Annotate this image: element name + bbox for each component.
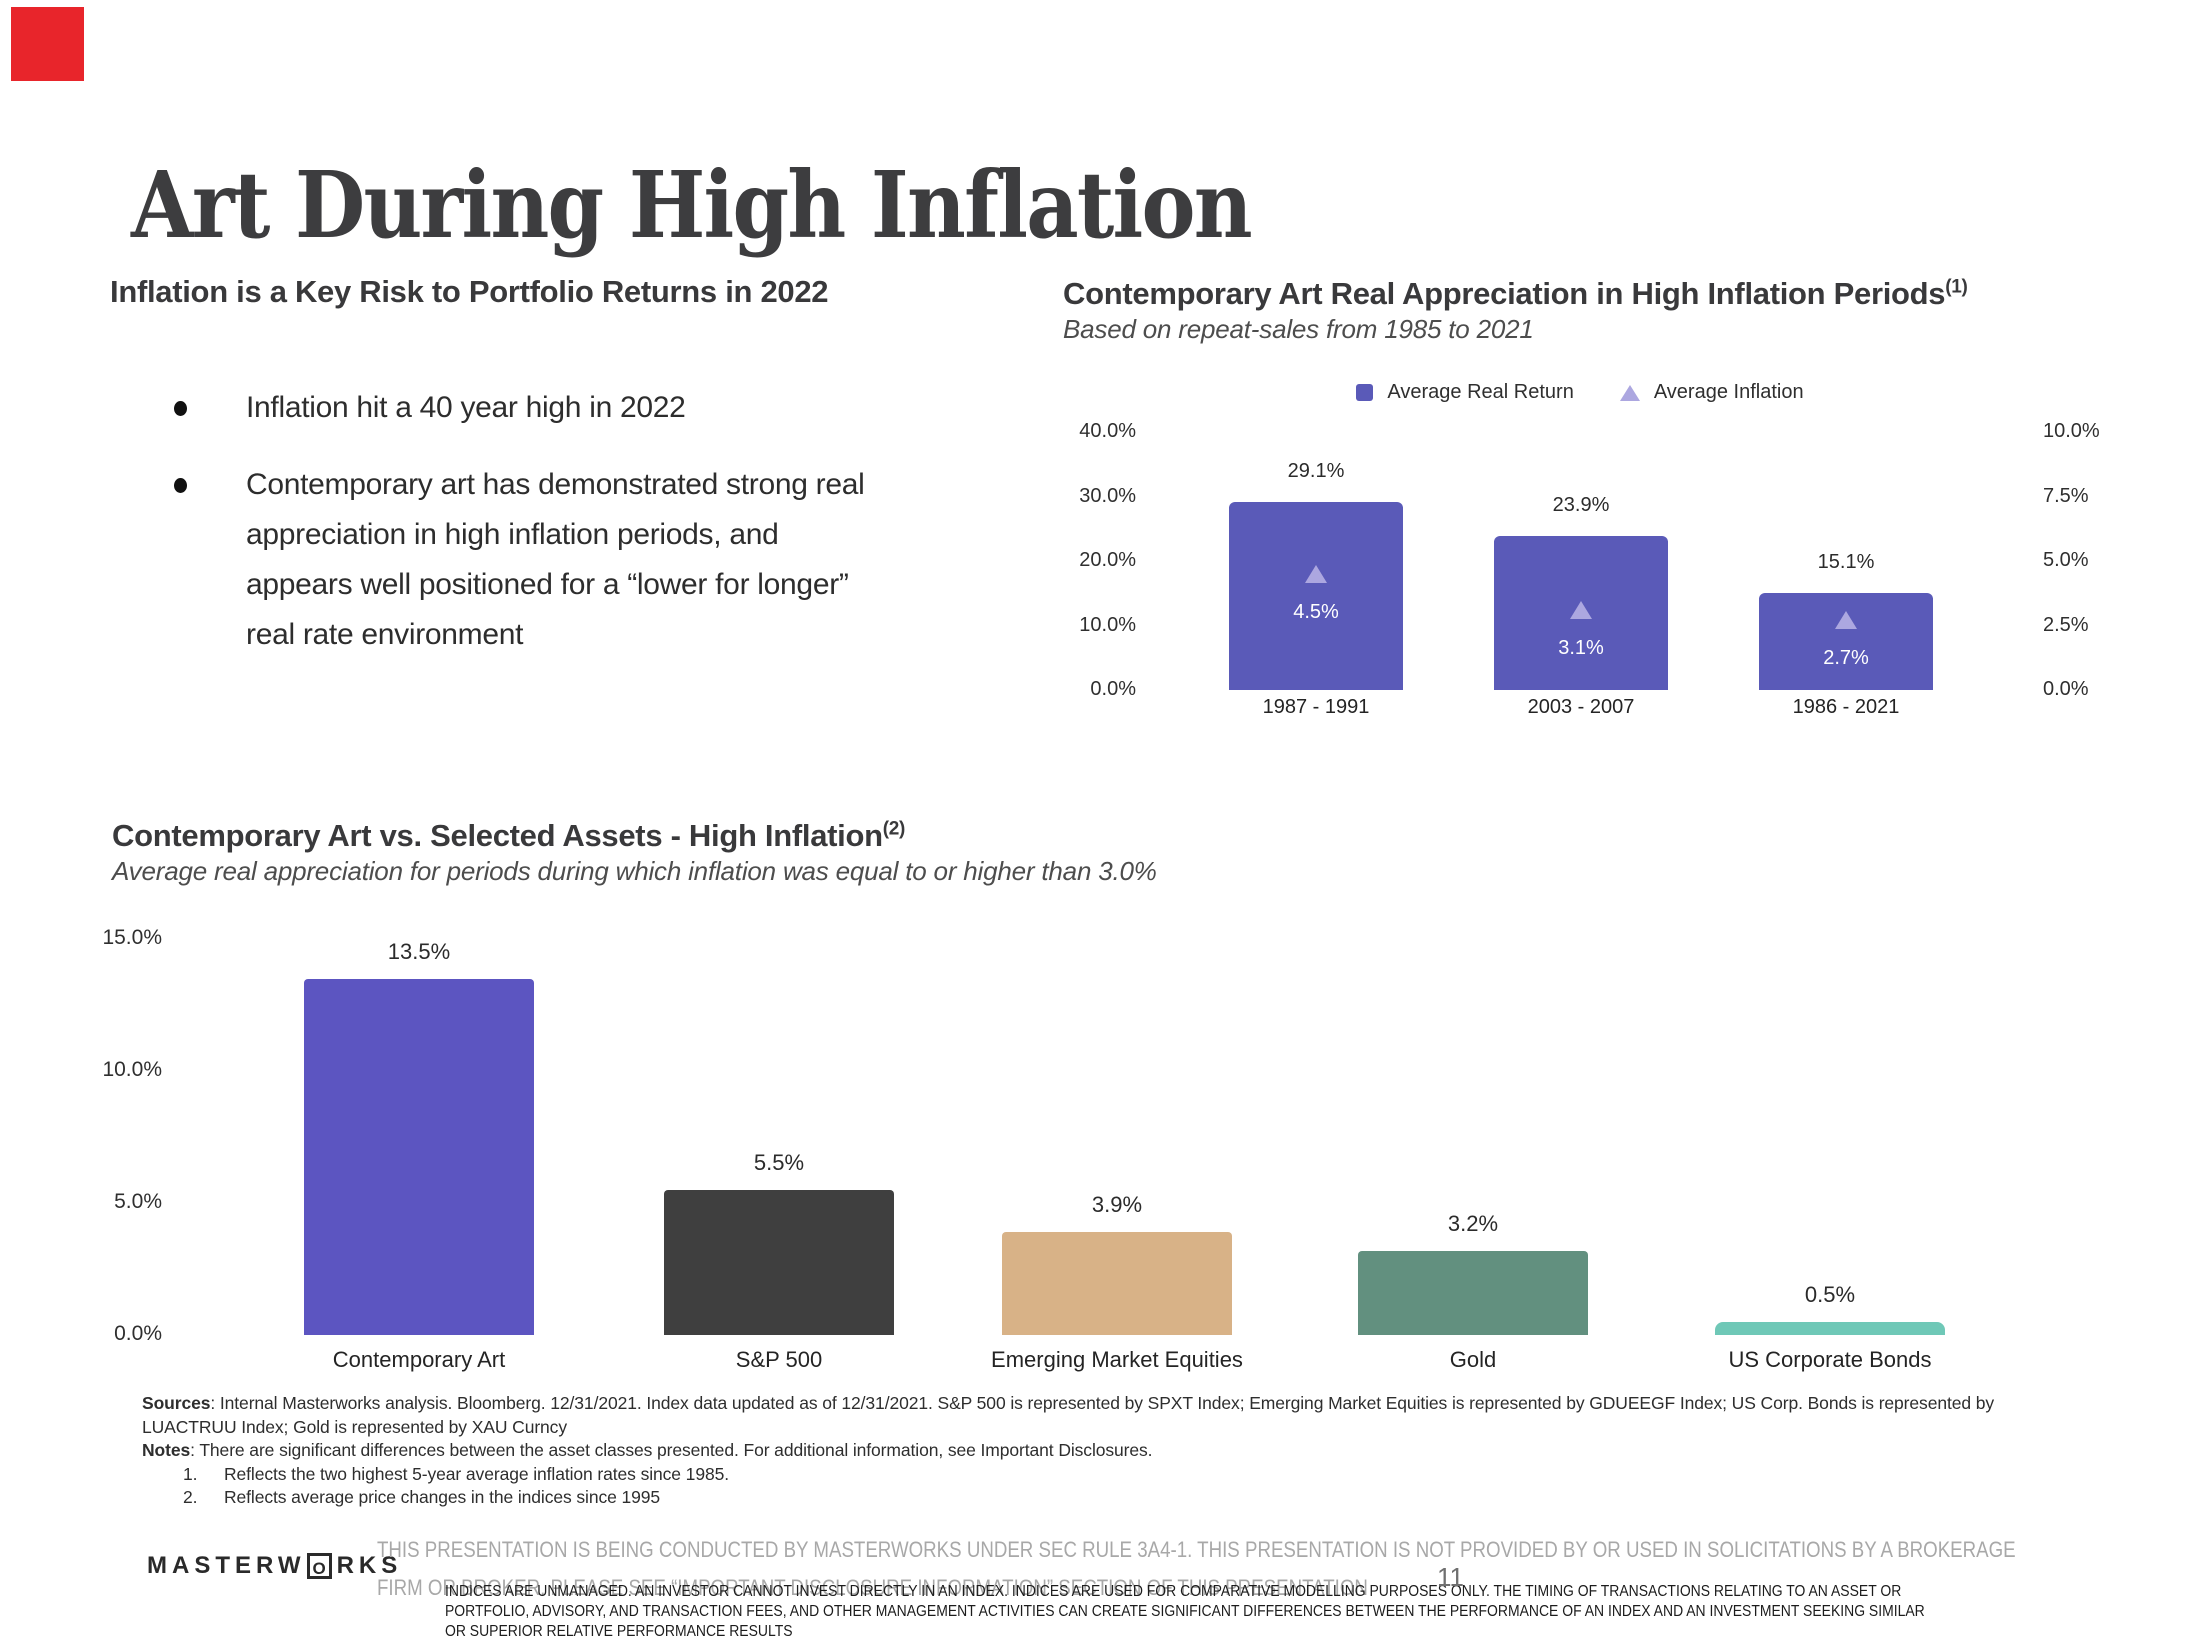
left-axis-tick: 0.0% <box>1090 678 1136 700</box>
page-number: 11 <box>1437 1562 1464 1592</box>
bar-value-label: 29.1% <box>1287 460 1345 483</box>
logo-text-left: MASTERW <box>147 1552 306 1579</box>
right-axis-tick: 5.0% <box>2043 549 2089 571</box>
chart-legend: Average Real Return Average Inflation <box>1230 381 1930 404</box>
inflation-value-label: 3.1% <box>1558 637 1604 660</box>
inflation-chart-subtitle: Based on repeat-sales from 1985 to 2021 <box>1063 314 1534 344</box>
y-axis-tick: 15.0% <box>102 926 162 949</box>
bullet-text-line: real rate environment <box>246 618 524 651</box>
bar-value-label: 3.9% <box>1091 1192 1143 1218</box>
legend-square-icon <box>1356 384 1374 401</box>
x-axis-label: Contemporary Art <box>332 1347 506 1372</box>
note-number: 2. <box>183 1487 198 1507</box>
index-fine-print: INDICES ARE UNMANAGED. AN INVESTOR CANNO… <box>445 1582 1925 1642</box>
fine-print-line-2: PORTFOLIO, ADVISORY, AND TRANSACTION FEE… <box>445 1603 1925 1620</box>
inflation-triangle-marker <box>1570 601 1592 620</box>
note-text: Reflects the two highest 5-year average … <box>224 1463 729 1484</box>
sec-disclaimer-line-2: FIRM OR BROKER. PLEASE SEE “IMPORTANT DI… <box>377 1575 1368 1600</box>
fine-print-line-1: INDICES ARE UNMANAGED. AN INVESTOR CANNO… <box>445 1583 1902 1600</box>
x-axis-label: Emerging Market Equities <box>991 1347 1243 1372</box>
x-axis-label: S&P 500 <box>735 1347 823 1372</box>
bar-emerging-market-equities <box>1002 1232 1232 1335</box>
bar-value-label: 15.1% <box>1817 550 1875 573</box>
bar-value-label: 23.9% <box>1552 493 1610 516</box>
bullet-text-line: Contemporary art has demonstrated strong… <box>246 468 865 501</box>
inflation-chart-title: Contemporary Art Real Appreciation in Hi… <box>1063 276 1968 312</box>
bar-contemporary-art <box>304 978 534 1335</box>
fine-print-line-3: OR SUPERIOR RELATIVE PERFORMANCE RESULTS <box>445 1623 793 1640</box>
right-axis-tick: 10.0% <box>2043 420 2100 442</box>
x-axis-label: US Corporate Bonds <box>1728 1347 1932 1372</box>
bar-value-label: 5.5% <box>753 1149 805 1175</box>
inflation-value-label: 2.7% <box>1823 647 1869 670</box>
left-axis-tick: 40.0% <box>1079 420 1136 442</box>
right-axis-tick: 2.5% <box>2043 613 2089 636</box>
sources-label: Sources <box>142 1393 211 1413</box>
sources-text: : Internal Masterworks analysis. Bloombe… <box>210 1393 1995 1413</box>
y-axis-tick: 5.0% <box>114 1190 162 1213</box>
bullet-text: Inflation hit a 40 year high in 2022 <box>246 391 686 424</box>
bar-value-label: 0.5% <box>1804 1281 1856 1307</box>
bullet-text-line: appears well positioned for a “lower for… <box>246 568 849 601</box>
sec-disclaimer: THIS PRESENTATION IS BEING CONDUCTED BY … <box>377 1531 2016 1607</box>
bar-s-p-500 <box>664 1189 894 1335</box>
notes-label: Notes <box>142 1440 191 1460</box>
bar-1987-1991 <box>1229 502 1403 690</box>
inflation-triangle-marker <box>1305 564 1327 583</box>
note-item-1: 1. Reflects the two highest 5-year avera… <box>142 1463 1994 1487</box>
y-axis-tick: 0.0% <box>114 1322 162 1345</box>
bar-value-label: 3.2% <box>1447 1210 1499 1236</box>
bar-1986-2021 <box>1759 592 1933 690</box>
notes-line: Notes: There are significant differences… <box>142 1439 1994 1463</box>
inflation-chart-title-superscript: (1) <box>1945 276 1968 298</box>
legend-triangle-icon <box>1619 384 1640 401</box>
note-number: 1. <box>183 1463 198 1484</box>
note-item-2: 2. Reflects average price changes in the… <box>142 1486 1994 1510</box>
inflation-triangle-marker <box>1835 611 1857 630</box>
right-axis-tick: 7.5% <box>2043 484 2089 507</box>
sources-line-1: Sources: Internal Masterworks analysis. … <box>142 1392 1994 1416</box>
bar-gold <box>1358 1250 1588 1335</box>
sources-notes-block: Sources: Internal Masterworks analysis. … <box>142 1392 1994 1510</box>
legend-label-inflation: Average Inflation <box>1653 381 1804 403</box>
x-axis-label: Gold <box>1449 1347 1497 1372</box>
note-text: Reflects average price changes in the in… <box>224 1487 661 1507</box>
bar-us-corporate-bonds <box>1715 1321 1945 1335</box>
bullet-dot-icon <box>174 478 187 493</box>
x-axis-label: 1987 - 1991 <box>1262 696 1370 718</box>
masterworks-logo: MASTERW O RKS <box>147 1552 402 1580</box>
logo-text-right: RKS <box>336 1552 403 1579</box>
left-section-heading: Inflation is a Key Risk to Portfolio Ret… <box>110 274 829 309</box>
left-axis-tick: 20.0% <box>1079 549 1136 571</box>
y-axis-tick: 10.0% <box>102 1058 162 1081</box>
notes-text: : There are significant differences betw… <box>190 1440 1153 1460</box>
bullet-text-line: appreciation in high inflation periods, … <box>246 518 779 551</box>
assets-chart-title: Contemporary Art vs. Selected Assets - H… <box>112 818 905 854</box>
red-corner-marker <box>11 7 84 81</box>
assets-chart-subtitle: Average real appreciation for periods du… <box>112 856 1157 886</box>
x-axis-label: 2003 - 2007 <box>1527 696 1635 718</box>
left-axis-tick: 30.0% <box>1079 484 1136 507</box>
bullet-item: Inflation hit a 40 year high in 2022 <box>174 383 686 433</box>
x-axis-label: 1986 - 2021 <box>1792 696 1900 718</box>
assets-chart-title-superscript: (2) <box>882 818 906 840</box>
bullet-dot-icon <box>174 401 187 416</box>
bullet-item: Contemporary art has demonstrated strong… <box>174 460 865 660</box>
right-axis-tick: 0.0% <box>2043 678 2089 700</box>
sources-line-2: LUACTRUU Index; Gold is represented by X… <box>142 1416 567 1437</box>
page-title: Art During High Inflation <box>131 150 1253 259</box>
sec-disclaimer-line-1: THIS PRESENTATION IS BEING CONDUCTED BY … <box>377 1537 2016 1562</box>
logo-boxed-o-icon: O <box>306 1553 332 1579</box>
legend-label-real-return: Average Real Return <box>1387 381 1574 403</box>
inflation-chart-title-text: Contemporary Art Real Appreciation in Hi… <box>1063 276 1946 311</box>
left-axis-tick: 10.0% <box>1079 613 1136 636</box>
bar-value-label: 13.5% <box>387 938 451 964</box>
inflation-value-label: 4.5% <box>1293 600 1339 623</box>
assets-chart-title-text: Contemporary Art vs. Selected Assets - H… <box>112 818 883 853</box>
